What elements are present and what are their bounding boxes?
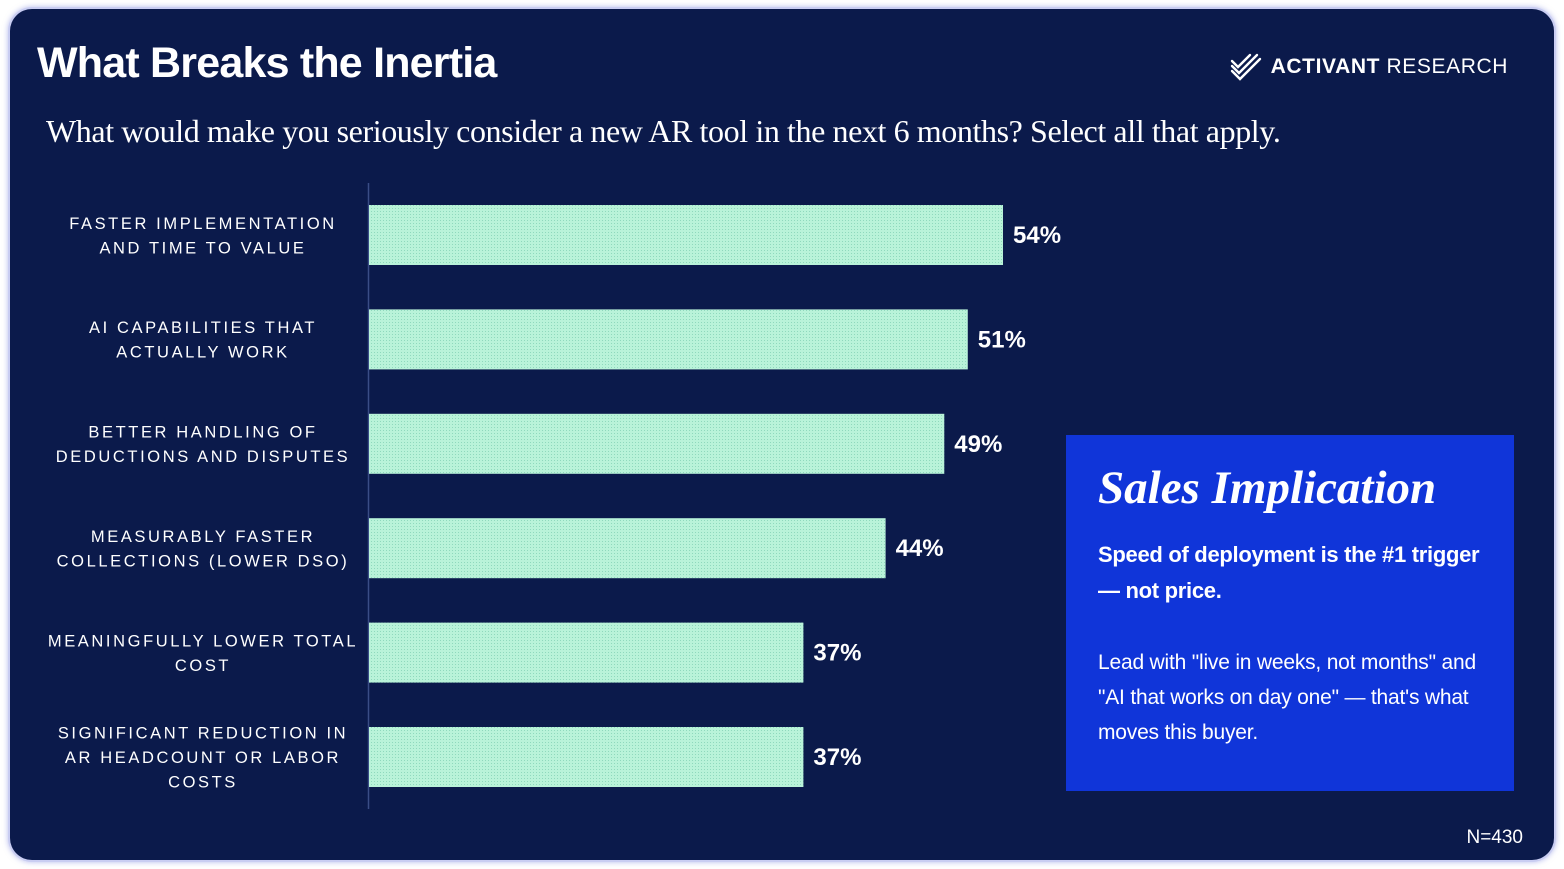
category-label: BETTER HANDLING OF DEDUCTIONS AND DISPUTE…: [56, 424, 351, 467]
bar-value-label: 44%: [896, 535, 944, 562]
bar-6: [369, 727, 804, 787]
bar-value-label: 37%: [813, 640, 861, 667]
category-label-line: BETTER HANDLING OF: [88, 424, 317, 442]
bar-value-label: 49%: [954, 431, 1002, 458]
callout-body: Lead with "live in weeks, not months" an…: [1098, 651, 1476, 744]
bar-3: [369, 413, 945, 474]
bar-4: [369, 518, 886, 579]
callout-lead: Speed of deployment is the #1 trigger — …: [1098, 542, 1480, 603]
activant-stripes-icon: [1230, 53, 1261, 81]
bar-5: [369, 622, 804, 683]
callout-title: Sales Implication: [1098, 462, 1437, 514]
category-label-line: ACTUALLY WORK: [116, 344, 289, 362]
category-label-line: COSTS: [168, 774, 238, 792]
brand-logo: ACTIVANT RESEARCH: [1230, 53, 1508, 81]
brand-name-light: RESEARCH: [1386, 55, 1508, 78]
category-label: MEANINGFULLY LOWER TOTAL COST: [48, 632, 358, 675]
category-label-line: AR HEADCOUNT OR LABOR: [65, 749, 341, 767]
chart-question: What would make you seriously consider a…: [46, 113, 1281, 149]
category-label-line: FASTER IMPLEMENTATION: [69, 215, 337, 233]
bar-2: [369, 309, 968, 370]
bar-value-label: 54%: [1013, 222, 1061, 249]
category-label-line: AND TIME TO VALUE: [99, 239, 306, 257]
category-label-line: SIGNIFICANT REDUCTION IN: [58, 725, 348, 743]
brand-name: ACTIVANT RESEARCH: [1271, 55, 1508, 79]
bar-value-label: 51%: [978, 326, 1026, 353]
category-label-line: AI CAPABILITIES THAT: [89, 319, 317, 337]
category-label-line: COLLECTIONS (LOWER DSO): [57, 552, 350, 570]
category-label: AI CAPABILITIES THAT ACTUALLY WORK: [89, 319, 317, 362]
category-label: SIGNIFICANT REDUCTION IN AR HEADCOUNT OR …: [58, 725, 348, 792]
category-label-line: DEDUCTIONS AND DISPUTES: [56, 448, 351, 466]
bar-chart: 54% FASTER IMPLEMENTATION AND TIME TO VALU…: [48, 183, 1061, 809]
bar-value-label: 37%: [813, 744, 861, 771]
sales-implication-callout: Sales Implication Speed of deployment is…: [1066, 435, 1514, 791]
bar-1: [369, 205, 1003, 265]
brand-name-bold: ACTIVANT: [1270, 55, 1381, 78]
sample-size-note: N=430: [1466, 827, 1523, 848]
category-label-line: COST: [175, 657, 231, 675]
category-label-line: MEASURABLY FASTER: [91, 528, 315, 546]
category-label: FASTER IMPLEMENTATION AND TIME TO VALUE: [69, 215, 337, 258]
category-label: MEASURABLY FASTER COLLECTIONS (LOWER DSO): [57, 528, 350, 571]
page-title: What Breaks the Inertia: [37, 39, 497, 87]
category-label-line: MEANINGFULLY LOWER TOTAL: [48, 632, 358, 650]
slide: What Breaks the Inertia ACTIVANT RESEARC…: [10, 9, 1554, 860]
